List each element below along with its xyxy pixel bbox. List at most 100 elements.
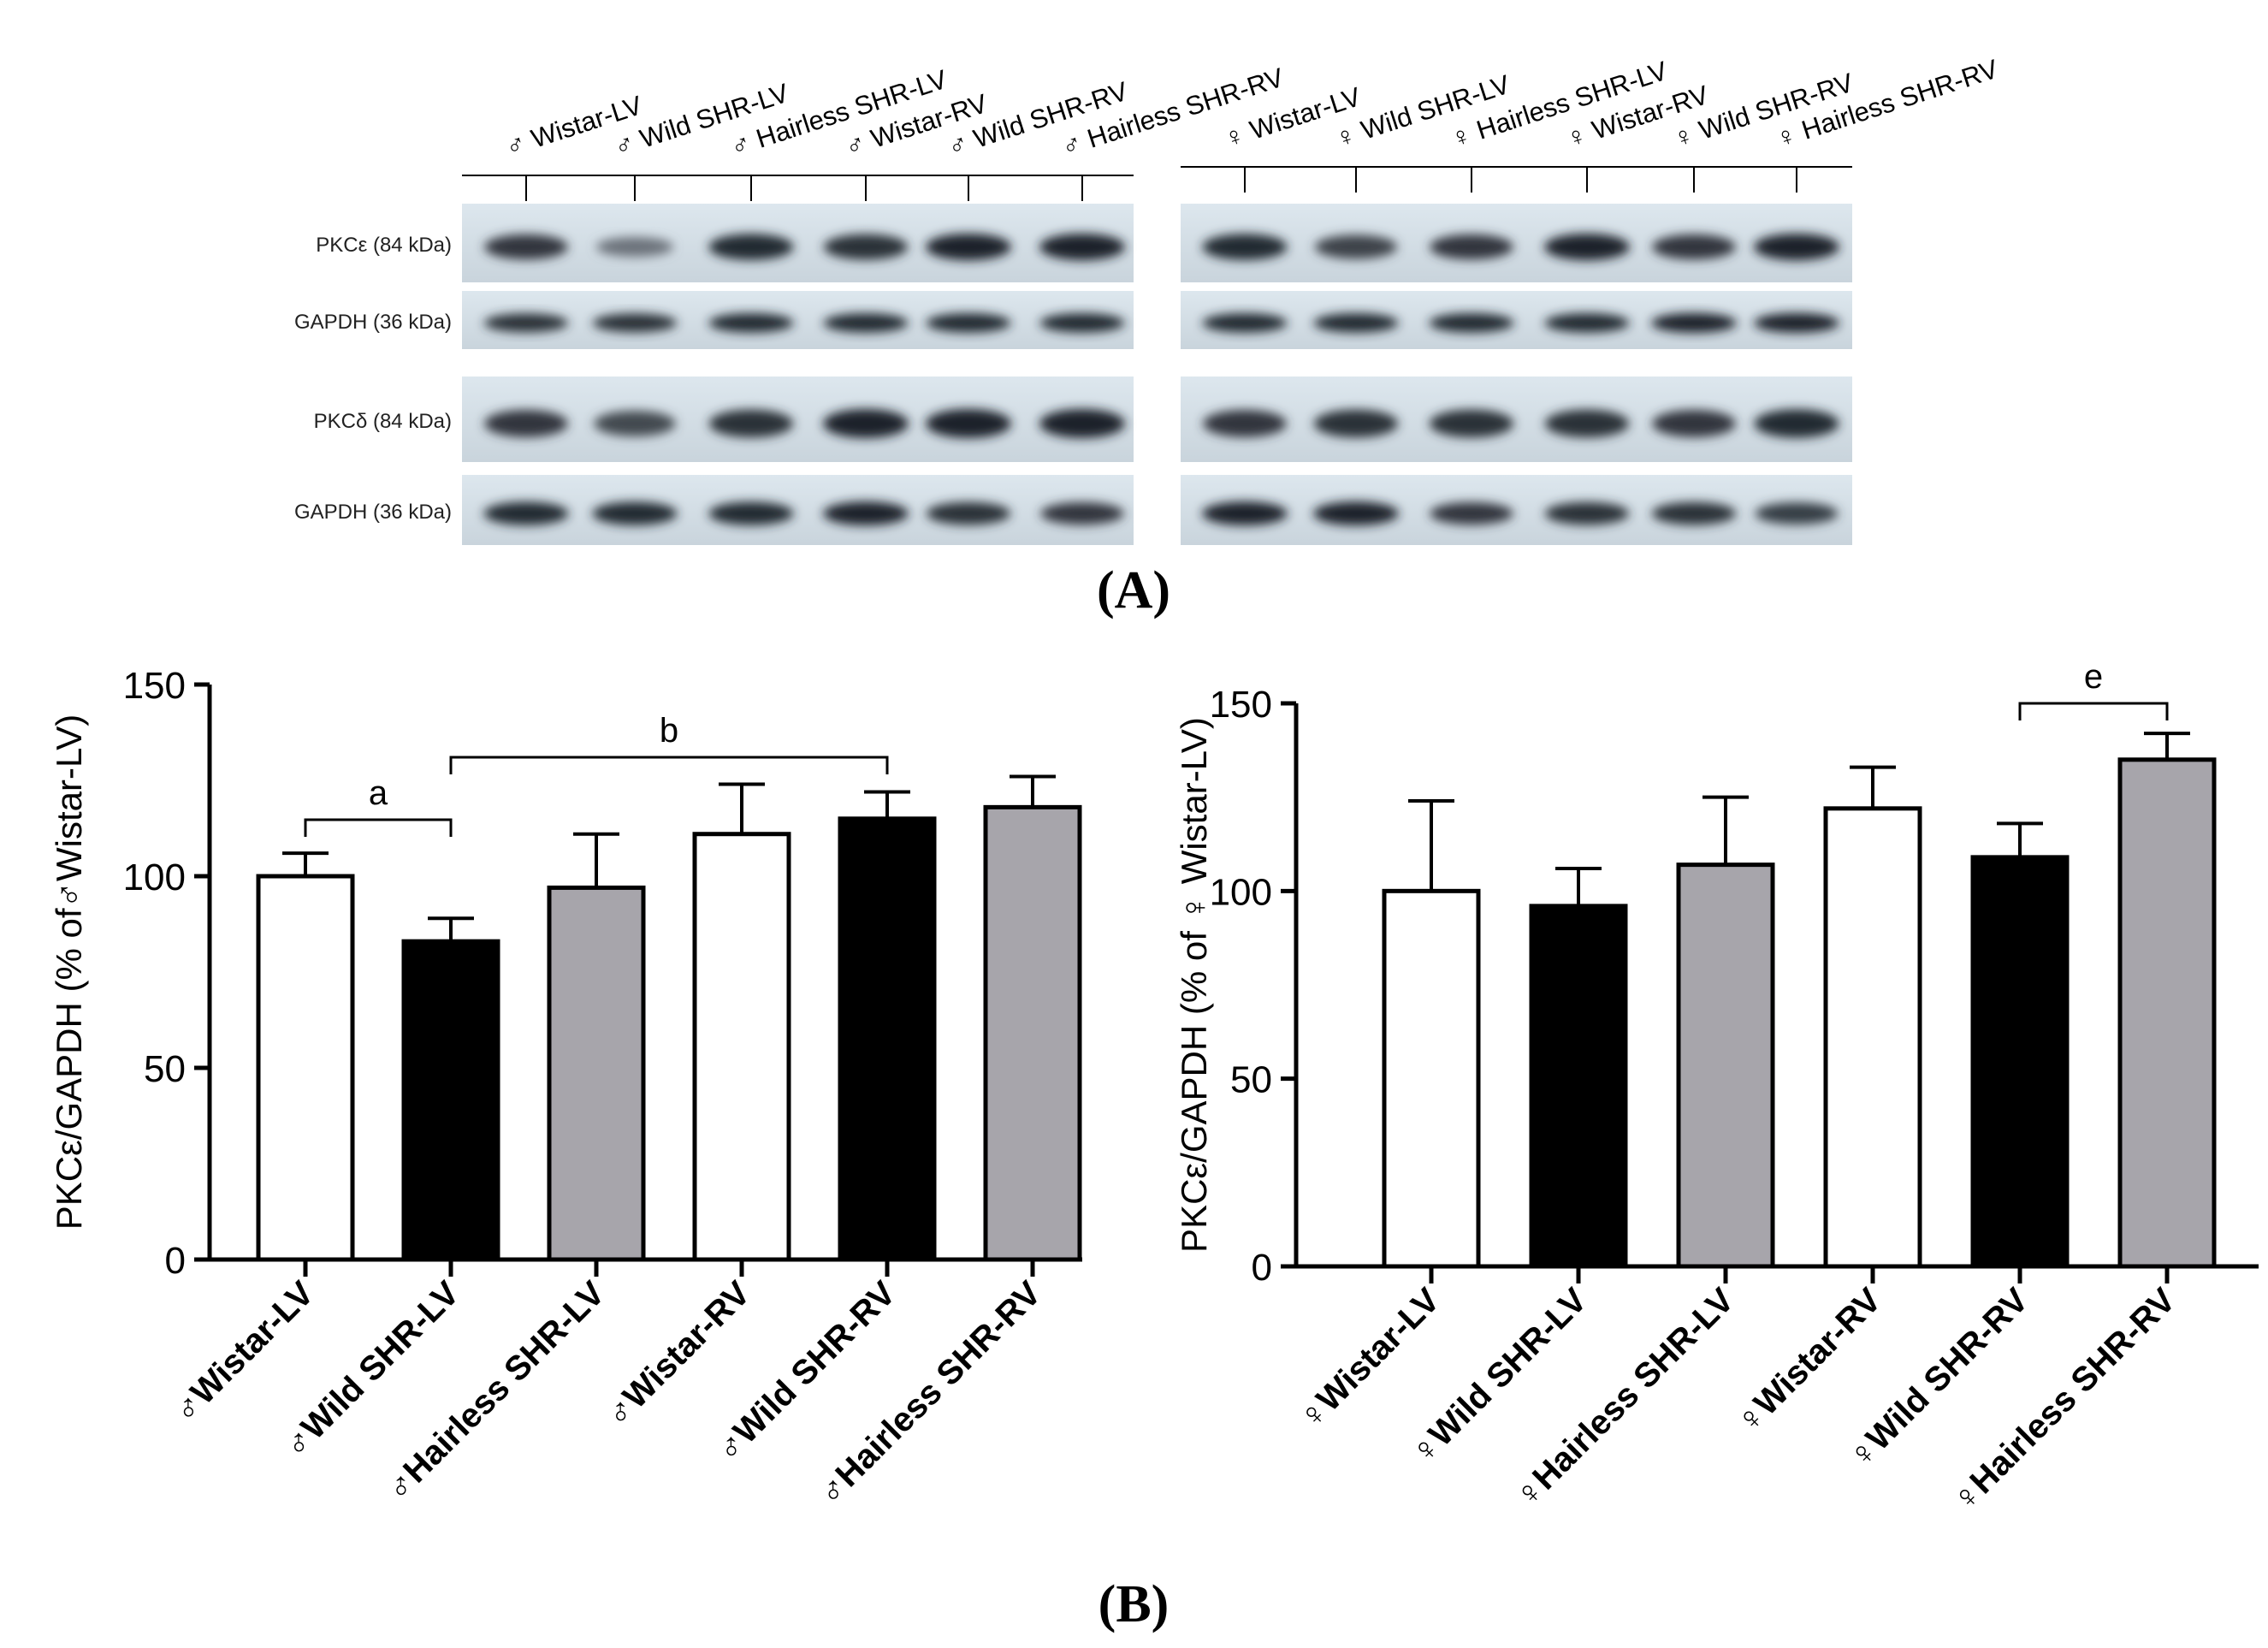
blot-band (592, 501, 678, 525)
blot-strip (462, 291, 1134, 349)
y-axis-label: PKCε/GAPDH (% of♂Wistar-LV) (49, 714, 89, 1230)
blot-band (1544, 233, 1630, 261)
bar (1676, 863, 1775, 1269)
blot-row-label: GAPDH (36 kDa) (294, 311, 452, 334)
bar (692, 832, 791, 1262)
blot-band (1429, 409, 1514, 438)
x-tick-label: ♀Wistar-LV (1291, 1281, 1447, 1437)
blot-band (926, 233, 1011, 261)
blot-band (1754, 409, 1839, 438)
blot-row-label: GAPDH (36 kDa) (294, 501, 452, 524)
blot-strip (462, 475, 1134, 545)
blot-band (823, 501, 909, 526)
blot-band (1652, 410, 1736, 437)
blot-band (823, 313, 909, 333)
significance-label: a (369, 774, 388, 812)
bar (838, 816, 937, 1262)
x-tick-label: ♂Wistar-LV (165, 1274, 321, 1430)
blot-strip (462, 376, 1134, 462)
blot-strip (1181, 475, 1852, 545)
blot-band (1430, 501, 1513, 525)
blot-band (1544, 313, 1630, 333)
blot-row-label: PKCε (84 kDa) (316, 234, 452, 257)
blot-strip (1181, 376, 1852, 462)
panel-b-label: (B) (1098, 1575, 1170, 1633)
blot-band (1313, 501, 1399, 526)
blot-band (484, 410, 568, 437)
blot-band (1203, 410, 1287, 437)
blot-band (1429, 313, 1514, 333)
x-tick-label: ♀Wistar-RV (1729, 1281, 1889, 1441)
blot-strips (462, 204, 1852, 545)
bar (1529, 904, 1628, 1269)
blot-band (1313, 409, 1399, 438)
blot-row-label: PKCδ (84 kDa) (314, 410, 452, 433)
blot-band (1202, 234, 1288, 260)
blot-band (595, 237, 674, 258)
significance-label: e (2084, 658, 2103, 696)
blot-strip (462, 204, 1134, 282)
bar (1970, 855, 2070, 1269)
male-pkc-epsilon-chart: 0 50 100 150 PKCε/GAPDH (% of♂Wistar-LV) ♂Wis… (49, 665, 1082, 1512)
blot-strip (1181, 204, 1852, 282)
blot-band (1544, 501, 1630, 525)
blot-band (708, 501, 794, 525)
blot-band (592, 313, 678, 333)
y-tick-label: 100 (123, 857, 186, 898)
y-tick-label: 50 (144, 1048, 186, 1090)
western-blot-panel: ♂ Wistar-LV♂ Wild SHR-LV♂ Hairless SHR-L… (294, 54, 2002, 619)
bar (401, 939, 500, 1262)
y-tick-label: 0 (165, 1240, 186, 1282)
blot-band (926, 501, 1011, 525)
blot-band (708, 313, 794, 333)
bar (2117, 757, 2217, 1269)
y-tick-label: 50 (1230, 1059, 1272, 1101)
blot-band (926, 313, 1011, 333)
blot-band (594, 411, 676, 436)
y-tick-label: 0 (1252, 1247, 1272, 1289)
y-axis-label: PKCε/GAPDH (% of ♀ Wistar-LV) (1174, 717, 1214, 1253)
y-tick-label: 150 (123, 665, 186, 707)
blot-band (708, 409, 794, 438)
blot-band (708, 234, 794, 260)
lane-headers: ♂ Wistar-LV♂ Wild SHR-LV♂ Hairless SHR-L… (501, 54, 2002, 163)
bar (1823, 806, 1922, 1269)
blot-band (823, 234, 909, 260)
blot-strip (1181, 291, 1852, 349)
significance-label: b (660, 712, 678, 750)
blot-band (1754, 312, 1839, 333)
blot-band (483, 313, 569, 333)
bar (547, 885, 646, 1262)
lane-ticks (462, 166, 1852, 201)
blot-band (1755, 502, 1839, 525)
blot-band (484, 234, 568, 260)
blot-band (1313, 313, 1399, 333)
blot-band (1430, 234, 1513, 260)
blot-band (483, 501, 569, 525)
blot-band (926, 409, 1011, 438)
blot-band (1651, 501, 1737, 525)
blot-band (1040, 501, 1124, 525)
blot-band (1039, 409, 1125, 438)
blot-band (823, 409, 909, 438)
significance-bracket (304, 818, 453, 837)
significance-bracket (2018, 702, 2169, 720)
blot-band (1652, 234, 1736, 260)
bar (1382, 888, 1481, 1269)
y-tick-label: 100 (1210, 871, 1272, 913)
y-tick-label: 150 (1210, 684, 1272, 726)
blot-row-labels: PKCε (84 kDa) GAPDH (36 kDa) PKCδ (84 kDa)… (294, 234, 452, 524)
panel-a-label: (A) (1097, 561, 1170, 619)
blot-band (1202, 501, 1288, 526)
blot-band (1314, 234, 1398, 259)
blot-band (1039, 313, 1125, 333)
x-tick-label: ♂Wistar-RV (598, 1274, 758, 1434)
blot-band (1544, 409, 1630, 438)
blot-band (1202, 313, 1288, 333)
bar (983, 804, 1082, 1262)
blot-band (1039, 233, 1125, 261)
blot-band (1651, 312, 1737, 333)
significance-bracket (449, 756, 889, 774)
